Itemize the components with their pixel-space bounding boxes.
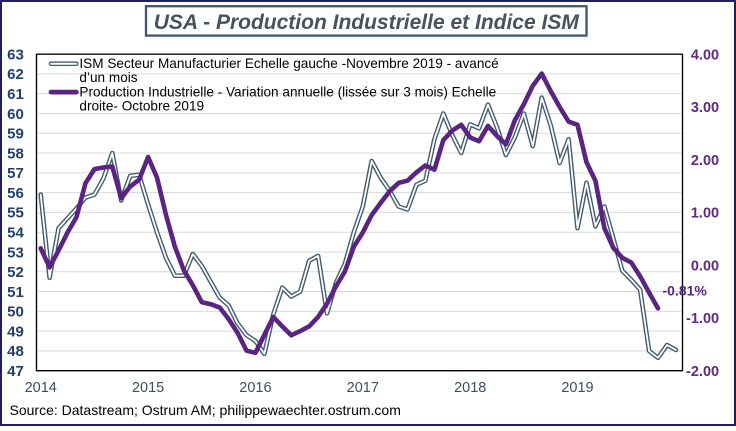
svg-text:d’un mois: d’un mois [79, 70, 137, 85]
svg-text:60: 60 [7, 106, 24, 123]
svg-text:51: 51 [7, 284, 24, 301]
svg-text:droite- Octobre 2019: droite- Octobre 2019 [79, 99, 204, 114]
svg-text:58: 58 [7, 145, 24, 162]
svg-text:56: 56 [7, 185, 24, 202]
svg-text:2018: 2018 [454, 380, 486, 396]
svg-text:48: 48 [7, 343, 24, 360]
svg-text:62: 62 [7, 66, 24, 83]
svg-text:50: 50 [7, 304, 24, 321]
svg-text:ISM Secteur Manufacturier Eche: ISM Secteur Manufacturier Echelle gauche… [79, 56, 498, 71]
svg-text:52: 52 [7, 264, 24, 281]
svg-text:2017: 2017 [347, 380, 379, 396]
svg-text:57: 57 [7, 165, 24, 182]
svg-text:USA - Production Industrielle: USA - Production Industrielle et Indice … [154, 11, 580, 34]
svg-text:55: 55 [7, 205, 24, 222]
svg-text:Production Industrielle - Vari: Production Industrielle - Variation annu… [79, 84, 496, 99]
svg-text:-2.00: -2.00 [686, 364, 719, 380]
svg-text:2019: 2019 [561, 380, 593, 396]
svg-text:2014: 2014 [25, 380, 57, 396]
svg-text:4.00: 4.00 [691, 47, 719, 63]
svg-text:2016: 2016 [239, 380, 271, 396]
svg-text:1.00: 1.00 [691, 206, 719, 222]
svg-text:53: 53 [7, 244, 24, 261]
svg-text:54: 54 [7, 225, 24, 242]
svg-text:3.00: 3.00 [691, 100, 719, 116]
svg-text:47: 47 [7, 363, 24, 380]
svg-text:63: 63 [7, 46, 24, 63]
svg-text:49: 49 [7, 323, 24, 340]
svg-text:-1.00: -1.00 [686, 311, 719, 327]
svg-text:2015: 2015 [132, 380, 164, 396]
svg-text:-0.81%: -0.81% [663, 283, 708, 299]
svg-text:Source: Datastream; Ostrum AM;: Source: Datastream; Ostrum AM; philippew… [10, 402, 401, 418]
svg-text:61: 61 [7, 86, 24, 103]
svg-text:2.00: 2.00 [691, 153, 719, 169]
svg-text:59: 59 [7, 126, 24, 143]
svg-text:0.00: 0.00 [691, 258, 719, 274]
